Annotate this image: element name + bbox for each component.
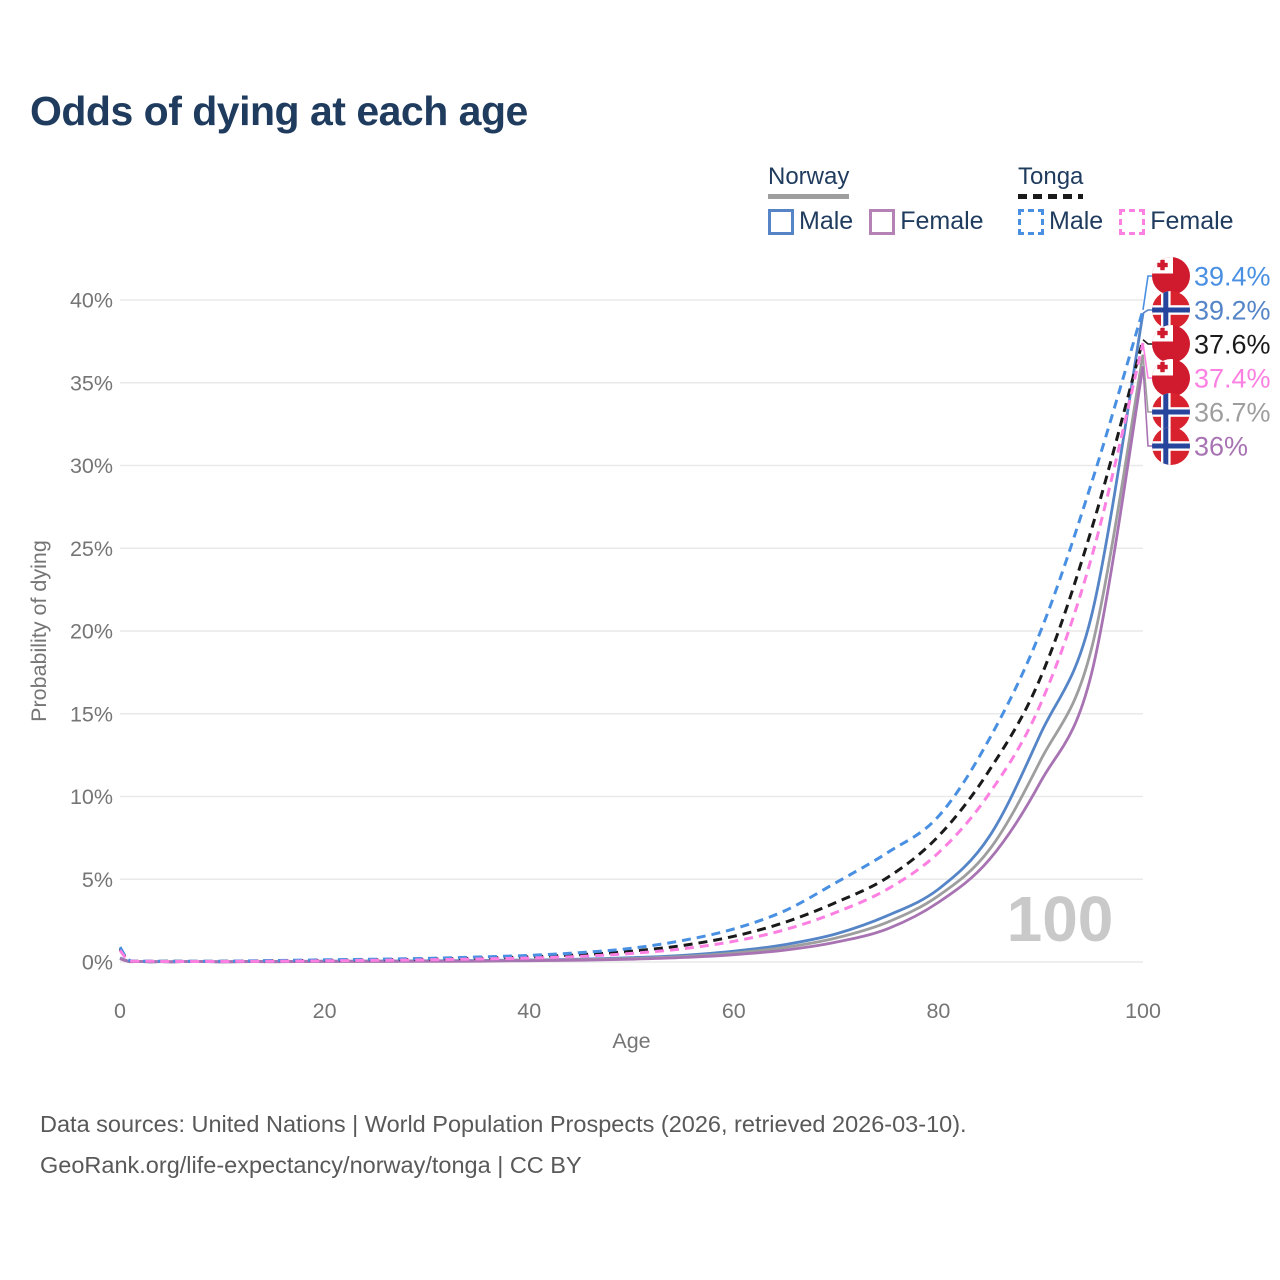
tonga-female-swatch [1119,208,1146,235]
end-label-leader-tonga_female [1142,342,1152,379]
series-line-norway_total[interactable] [119,354,1145,964]
legend-items-tonga: Male Female [1018,207,1250,236]
end-label-norway_total: 36.7% [1194,398,1271,428]
page-title: Odds of dying at each age [30,88,528,134]
x-tick-60: 60 [722,999,746,1023]
end-label-tonga_male: 39.4% [1194,262,1271,292]
end-label-leader-norway_total [1142,354,1152,413]
series-line-tonga_male[interactable] [118,309,1145,963]
x-tick-100: 100 [1125,999,1161,1023]
norway-flag-icon [1152,291,1190,329]
norway-line-style-swatch [768,194,850,199]
end-label-leader-tonga_male [1142,275,1152,311]
legend-country-norway: Norway [768,163,850,199]
legend-label-tonga-male: Male [1049,207,1104,235]
end-label-leader-tonga_total [1142,339,1152,345]
norway-female-swatch [869,208,896,235]
end-label-norway_female: 36% [1194,432,1248,462]
y-tick-0: 0% [82,951,113,975]
data-source-note: Data sources: United Nations | World Pop… [40,1104,967,1186]
y-tick-15: 15% [70,702,113,726]
x-tick-0: 0 [114,999,126,1023]
tonga-line-style-swatch [1018,194,1084,199]
data-source-line2: GeoRank.org/life-expectancy/norway/tonga… [40,1152,582,1178]
legend-country-tonga-label: Tonga [1018,163,1084,190]
legend-item-norway-male[interactable]: Male [768,207,853,236]
end-label-leader-norway_female [1142,366,1152,447]
legend: Norway Male Female Tonga [0,163,1280,243]
series-line-tonga_total[interactable] [118,339,1145,963]
x-tick-80: 80 [926,999,950,1023]
end-label-tonga_total: 37.6% [1194,330,1271,360]
y-tick-20: 20% [70,620,113,644]
legend-group-norway: Norway Male Female [768,163,1000,236]
y-tick-35: 35% [70,371,113,395]
y-tick-30: 30% [70,454,113,478]
end-label-leader-norway_male [1142,309,1152,314]
y-tick-25: 25% [70,537,113,561]
hover-age-watermark: 100 [1007,883,1114,955]
end-label-norway_male: 39.2% [1194,296,1271,326]
y-tick-5: 5% [82,868,113,892]
x-axis-label: Age [612,1029,650,1053]
tonga-flag-icon [1152,257,1190,295]
legend-item-norway-female[interactable]: Female [869,207,984,236]
series-line-norway_female[interactable] [119,365,1145,964]
legend-item-tonga-female[interactable]: Female [1119,207,1234,236]
legend-country-norway-label: Norway [768,163,850,190]
end-label-tonga_female: 37.4% [1194,364,1271,394]
x-tick-20: 20 [313,999,337,1023]
y-axis-label: Probability of dying [27,540,51,722]
legend-label-norway-female: Female [900,207,984,235]
legend-label-norway-male: Male [799,207,854,235]
tonga-male-swatch [1018,208,1044,235]
norway-flag-icon [1152,393,1190,431]
tonga-flag-icon [1152,325,1190,363]
legend-item-tonga-male[interactable]: Male [1018,207,1103,236]
line-chart[interactable]: 0% 5% 10% 15% 20% 25% 30% 35% 40% 0 20 40 60 80 100 Age… [0,0,1280,1080]
legend-country-tonga: Tonga [1018,163,1084,199]
tonga-flag-icon [1152,359,1190,397]
series-line-tonga_female[interactable] [118,342,1145,963]
legend-group-tonga: Tonga Male Female [1018,163,1250,236]
norway-male-swatch [768,208,794,235]
norway-flag-icon [1152,427,1190,465]
data-source-line1: Data sources: United Nations | World Pop… [40,1111,967,1137]
y-tick-40: 40% [70,289,113,313]
legend-label-tonga-female: Female [1150,207,1234,235]
legend-items-norway: Male Female [768,207,1000,236]
y-tick-10: 10% [70,785,113,809]
series-line-norway_male[interactable] [119,312,1145,964]
x-tick-40: 40 [517,999,541,1023]
